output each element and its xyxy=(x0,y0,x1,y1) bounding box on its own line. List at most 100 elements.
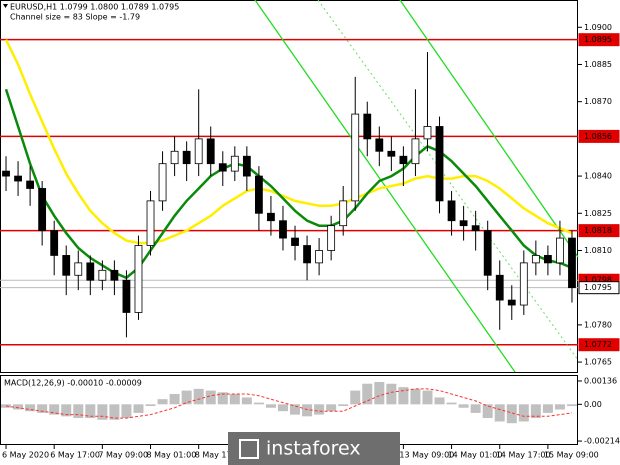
x-tick-label: 7 May 09:00 xyxy=(98,451,148,460)
candle-body xyxy=(134,245,143,313)
macd-bar xyxy=(121,404,132,419)
candle-body xyxy=(411,138,420,165)
candle-body xyxy=(495,274,504,301)
candle-body xyxy=(507,299,516,306)
macd-bar xyxy=(494,404,505,422)
candle-body xyxy=(315,250,324,264)
candle-body xyxy=(556,237,564,264)
y-tick-label: 1.0840 xyxy=(584,172,612,181)
macd-bar xyxy=(229,394,240,405)
candle-body xyxy=(170,150,179,165)
macd-bar xyxy=(518,404,529,422)
candle-body xyxy=(483,230,492,276)
candle-body xyxy=(279,220,287,239)
candle-body xyxy=(194,138,203,165)
candle-body xyxy=(339,200,348,227)
macd-title: MACD(12,26,9) -0.00010 -0.00009 xyxy=(4,379,142,388)
macd-bar xyxy=(446,402,457,405)
candle-body xyxy=(182,150,191,165)
x-tick-label: 15 May 09:00 xyxy=(544,451,599,460)
level-label: 1.0895 xyxy=(584,35,612,44)
macd-bar xyxy=(85,404,96,419)
y-tick-label: 1.0825 xyxy=(584,209,612,218)
candle-body xyxy=(38,188,47,232)
level-tag xyxy=(578,224,620,238)
candle-body xyxy=(62,255,71,276)
candle-body xyxy=(110,269,119,281)
candle-body xyxy=(387,150,396,157)
y-tick-label: 1.0765 xyxy=(584,358,612,367)
macd-bar xyxy=(193,388,204,405)
macd-bar xyxy=(398,387,409,405)
macd-bar xyxy=(386,383,397,405)
macd-bar xyxy=(326,404,337,412)
x-tick-label: 8 May 01:00 xyxy=(147,451,197,460)
candle-body xyxy=(14,175,22,182)
macd-bar xyxy=(73,404,84,419)
macd-bar xyxy=(422,390,433,405)
macd-bar xyxy=(217,392,228,405)
candle-body xyxy=(86,262,95,281)
watermark-box xyxy=(228,432,400,465)
candle-body xyxy=(122,279,131,313)
macd-bar xyxy=(554,404,565,410)
candle-body xyxy=(303,245,311,264)
level-label: 1.0772 xyxy=(584,340,612,349)
candle-body xyxy=(242,155,251,177)
macd-bar xyxy=(506,404,517,424)
watermark-text: instaforex xyxy=(266,438,361,460)
macd-bar xyxy=(205,390,216,405)
candle-body xyxy=(74,262,83,276)
candle-body xyxy=(375,138,384,152)
candle-body xyxy=(435,126,444,202)
macd-bar xyxy=(362,383,373,405)
y-tick-label: 1.0780 xyxy=(584,320,612,329)
candle-body xyxy=(158,163,167,202)
y-tick-label: 1.0810 xyxy=(584,246,612,255)
candle-body xyxy=(519,262,528,306)
macd-bar xyxy=(374,382,385,405)
moving-average xyxy=(4,39,573,245)
macd-bar xyxy=(530,404,541,419)
macd-bar xyxy=(566,404,577,407)
candle-body xyxy=(254,175,263,214)
x-tick-label: 6 May 2020 xyxy=(2,451,49,460)
macd-bar xyxy=(133,404,144,413)
macd-bar xyxy=(410,388,421,405)
macd-bar xyxy=(157,399,168,405)
watermark: instaforex xyxy=(228,432,400,465)
macd-bar xyxy=(61,404,72,417)
macd-tick-label: 0.00136 xyxy=(584,376,617,385)
level-label: 1.0795 xyxy=(584,283,612,292)
macd-bar xyxy=(241,397,252,405)
macd-bar xyxy=(302,404,313,417)
level-label: 1.0856 xyxy=(584,132,612,141)
axis-layer: 1.0765 1.0780 1.0810 1.0825 1.0840 1.0870 1.08… xyxy=(2,23,620,460)
x-tick-label: 14 May 01:00 xyxy=(448,451,503,460)
macd-bar xyxy=(265,404,276,408)
level-tag xyxy=(578,33,620,47)
moving-average xyxy=(4,88,573,280)
x-tick-label: 6 May 17:00 xyxy=(50,451,100,460)
candle-body xyxy=(447,200,456,222)
watermark-logo xyxy=(239,439,259,459)
macd-bar xyxy=(277,404,288,412)
candle-body xyxy=(423,126,432,140)
x-tick-label: 13 May 09:00 xyxy=(399,451,454,460)
macd-bar xyxy=(470,404,481,413)
macd-bar xyxy=(542,404,553,413)
macd-bar xyxy=(49,404,60,415)
channel-line xyxy=(399,0,579,258)
y-tick-label: 1.0870 xyxy=(584,97,612,106)
macd-bar xyxy=(145,404,156,407)
macd-bar xyxy=(181,390,192,405)
macd-bar xyxy=(169,394,180,405)
candle-body xyxy=(98,269,107,281)
candle-body xyxy=(351,113,360,202)
macd-bar xyxy=(109,404,120,420)
macd-tick-label: 0.00 xyxy=(584,400,602,409)
candle-body xyxy=(543,255,552,264)
chart-subtitle: Channel size = 83 Slope = -1.79 xyxy=(10,13,140,22)
candle-body xyxy=(568,237,576,289)
